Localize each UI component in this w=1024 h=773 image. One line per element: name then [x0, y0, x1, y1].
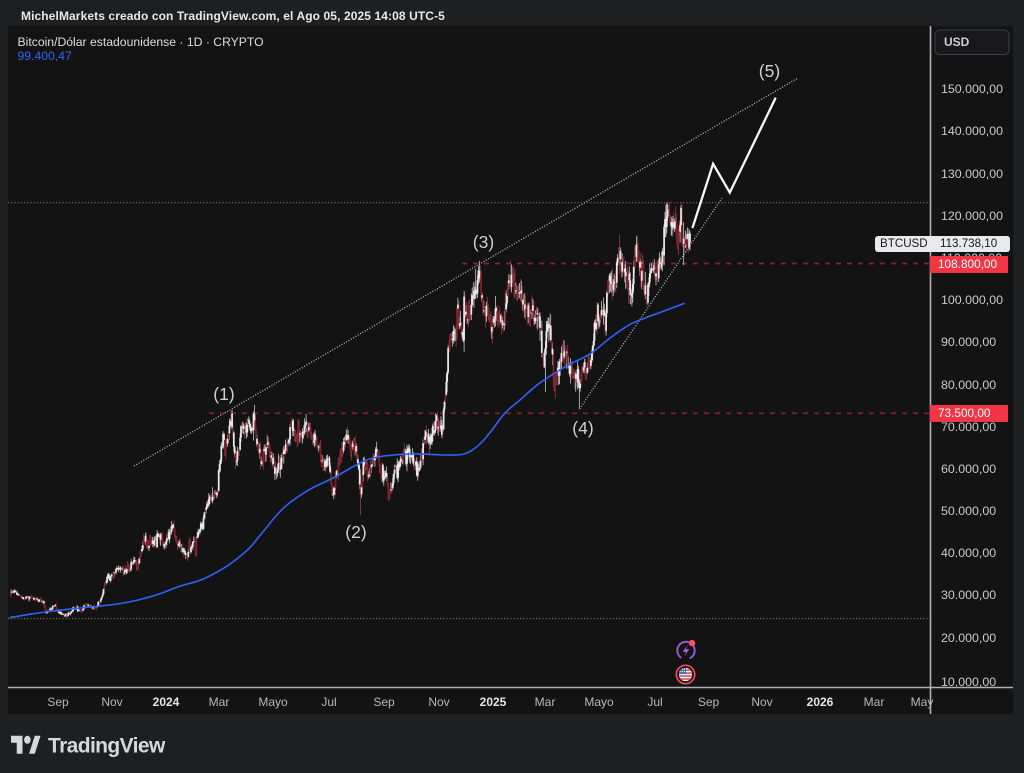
svg-text:TradingView: TradingView	[48, 734, 166, 757]
